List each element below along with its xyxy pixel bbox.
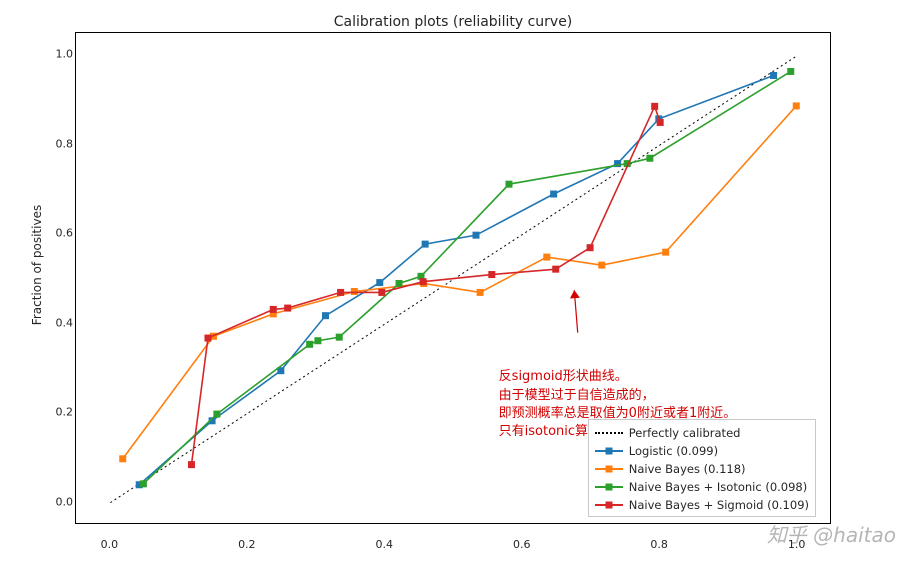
series-marker (472, 232, 479, 239)
series-marker (188, 461, 195, 468)
legend-row: Logistic (0.099) (595, 442, 809, 460)
legend-row: Naive Bayes + Isotonic (0.098) (595, 478, 809, 496)
legend-swatch (595, 498, 623, 512)
annotation-line: 由于模型过于自信造成的， (499, 387, 737, 405)
series-marker (587, 244, 594, 251)
legend-label: Naive Bayes + Sigmoid (0.109) (629, 498, 809, 512)
y-tick-label: 1.0 (56, 48, 74, 61)
legend-label: Logistic (0.099) (629, 444, 718, 458)
y-tick-label: 0.0 (56, 495, 74, 508)
legend-label: Naive Bayes + Isotonic (0.098) (629, 480, 807, 494)
legend-label: Perfectly calibrated (629, 426, 741, 440)
y-axis-ticks: 0.0 0.2 0.4 0.6 0.8 1.0 (47, 32, 73, 524)
series-marker (378, 289, 385, 296)
series-marker (337, 289, 344, 296)
legend-swatch (595, 444, 623, 458)
series-marker (270, 306, 277, 313)
legend-row: Naive Bayes (0.118) (595, 460, 809, 478)
series-marker (420, 278, 427, 285)
series-marker (306, 341, 313, 348)
series-marker (351, 288, 358, 295)
x-tick-label: 0.8 (650, 538, 668, 551)
series-marker (552, 266, 559, 273)
legend-row: Perfectly calibrated (595, 424, 809, 442)
annotation-line: 反sigmoid形状曲线。 (499, 368, 737, 386)
series-marker (422, 241, 429, 248)
legend: Perfectly calibrated Logistic (0.099) Naiv… (588, 419, 816, 517)
series-marker (550, 191, 557, 198)
calibration-figure: Calibration plots (reliability curve) Fr… (0, 0, 906, 570)
x-tick-label: 0.2 (238, 538, 256, 551)
x-axis-ticks: 0.0 0.2 0.4 0.6 0.8 1.0 (75, 528, 831, 548)
y-axis-label-wrap: Fraction of positives (28, 0, 46, 530)
series-marker (657, 119, 664, 126)
series-marker (140, 480, 147, 487)
series-marker (314, 337, 321, 344)
y-tick-label: 0.6 (56, 227, 74, 240)
series-marker (646, 155, 653, 162)
series-marker (477, 289, 484, 296)
series-marker (284, 305, 291, 312)
y-tick-label: 0.8 (56, 137, 74, 150)
chart-title: Calibration plots (reliability curve) (0, 14, 906, 30)
series-marker (336, 334, 343, 341)
series-marker (322, 312, 329, 319)
legend-row: Naive Bayes + Sigmoid (0.109) (595, 496, 809, 514)
y-axis-label: Fraction of positives (30, 205, 44, 325)
y-tick-label: 0.4 (56, 316, 74, 329)
x-tick-label: 0.6 (513, 538, 531, 551)
series-marker (651, 103, 658, 110)
legend-swatch (595, 480, 623, 494)
x-tick-label: 1.0 (788, 538, 806, 551)
x-tick-label: 0.0 (101, 538, 119, 551)
series-marker (787, 68, 794, 75)
series-marker (396, 280, 403, 287)
annotation-arrow-head (570, 290, 580, 298)
series-marker (662, 249, 669, 256)
series-marker (204, 335, 211, 342)
legend-swatch (595, 462, 623, 476)
y-tick-label: 0.2 (56, 406, 74, 419)
series-marker (505, 181, 512, 188)
series-marker (488, 271, 495, 278)
series-marker (793, 102, 800, 109)
series-marker (543, 254, 550, 261)
plot-area: 反sigmoid形状曲线。由于模型过于自信造成的，即预测概率总是取值为0附近或者… (75, 32, 831, 524)
x-tick-label: 0.4 (376, 538, 394, 551)
series-marker (598, 262, 605, 269)
series-marker (770, 72, 777, 79)
series-marker (119, 455, 126, 462)
series-marker (376, 279, 383, 286)
legend-swatch (595, 426, 623, 440)
legend-label: Naive Bayes (0.118) (629, 462, 746, 476)
series-marker (213, 411, 220, 418)
